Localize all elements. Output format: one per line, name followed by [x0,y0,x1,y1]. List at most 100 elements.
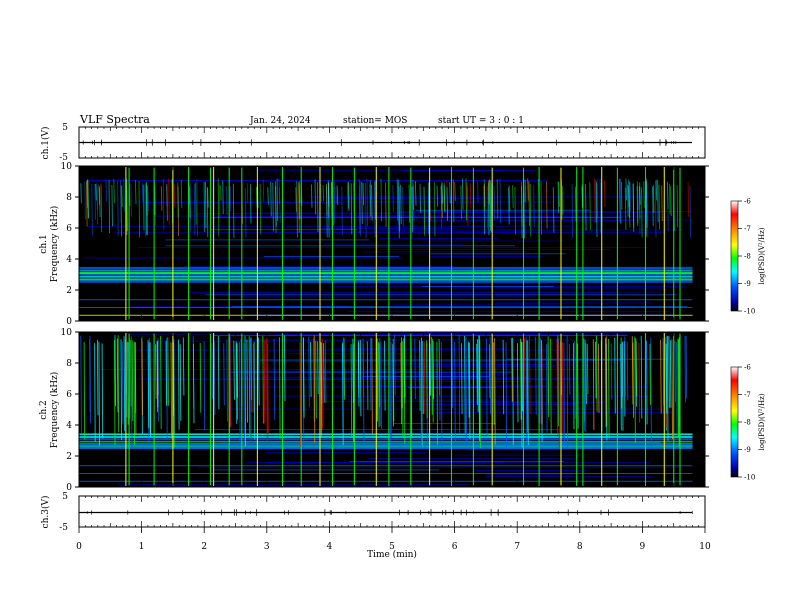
whistler-streak [605,338,607,428]
background-noise-line [323,215,490,217]
colorbar-tick-label: -6 [744,364,751,372]
background-noise-line [263,256,400,257]
whistler-streak [211,343,213,399]
whistler-streak [258,337,260,406]
whistler-streak [685,335,688,399]
whistler-streak [193,183,196,236]
time-axis-ticks [78,127,706,533]
background-noise-line [237,386,649,388]
whistler-streak [83,341,86,440]
background-noise-line [187,292,616,293]
background-noise-line [205,294,677,296]
background-noise-line [134,201,495,203]
whistler-streak [170,342,173,439]
whistler-streak [574,186,577,222]
whistler-streak [267,343,269,433]
whistler-streak [130,183,132,217]
whistler-streak [676,185,679,228]
whistler-streak [400,342,402,425]
whistler-streak [80,335,82,434]
whistler-streak [610,343,613,400]
whistler-streak [322,184,325,202]
whistler-streak [362,343,365,444]
whistler-streak [263,339,266,424]
whistler-streak [638,186,641,220]
background-noise-line [165,239,370,241]
whistler-streak [620,343,622,431]
background-noise-line [453,288,667,290]
whistler-streak [684,336,686,403]
whistler-streak [667,183,669,232]
whistler-streak [352,338,354,404]
whistler-streak [222,180,224,215]
no-data-region [692,332,705,487]
transmitter-line [79,314,693,316]
whistler-streak [512,337,514,445]
whistler-streak [540,181,543,235]
x-tick-label: 7 [514,542,520,552]
whistler-streak [487,182,490,236]
whistler-streak [477,181,479,203]
colorbar-tick-label: -9 [744,280,751,288]
whistler-streak [466,182,469,226]
whistler-streak [595,341,597,399]
background-noise-line [379,238,498,239]
whistler-streak [380,178,383,222]
noise-band-line [79,269,693,272]
whistler-streak [597,343,600,414]
ch1-yticks: 0 2 4 6 8 10 [61,162,709,327]
whistler-streak [423,341,426,415]
whistler-streak [488,344,491,399]
whistler-streak [326,183,328,216]
whistler-streak [650,337,652,447]
whistler-streak [483,183,486,208]
background-noise-line [247,339,589,341]
background-noise-line [378,249,611,250]
whistler-streak [629,182,632,212]
whistler-streak [117,180,119,236]
whistler-streak [243,343,245,445]
whistler-streak [577,343,579,429]
whistler-streak [670,185,672,217]
y-tick-label: 0 [66,317,72,327]
whistler-streak [631,336,634,405]
whistler-streak [486,338,488,437]
whistler-streak [385,182,387,227]
whistler-streak [98,341,100,446]
whistler-streak [411,186,414,233]
whistler-streak [167,337,169,406]
whistler-streak [496,179,499,219]
whistler-streak [362,182,365,206]
whistler-streak [525,336,528,442]
whistler-streak [646,180,648,229]
background-noise-line [258,276,455,278]
whistler-streak [233,340,235,400]
whistler-streak [236,342,239,398]
whistler-streak [244,336,247,447]
whistler-streak [123,178,125,212]
ch1-waveform-panel: 5 -5 ch.1(V) [40,123,706,163]
x-tick-label: 9 [640,542,646,552]
whistler-streak [408,184,411,223]
colorbar-tick-label: -9 [744,446,751,454]
whistler-streak [451,336,454,409]
whistler-streak [654,181,657,238]
whistler-streak [323,343,325,403]
whistler-streak [138,180,141,238]
ch1-colorbar: -6 -7 -8 -9 -10 log(PSD)(V²/Hz) [730,198,766,316]
whistler-streak [490,180,492,233]
whistler-streak [568,343,571,395]
whistler-streak [373,182,376,238]
whistler-streak [160,186,163,211]
colorbar-tick-label: -7 [744,391,751,399]
whistler-streak [232,183,235,239]
colorbar-tick-label: -6 [744,198,751,206]
whistler-streak [160,335,162,430]
noise-band-line [79,438,693,441]
whistler-streak [374,180,377,220]
whistler-streak [571,183,574,238]
whistler-streak [262,335,264,424]
ch1-spectrogram-image [79,166,705,321]
background-noise-line [338,381,532,382]
noise-band-line [79,279,693,281]
